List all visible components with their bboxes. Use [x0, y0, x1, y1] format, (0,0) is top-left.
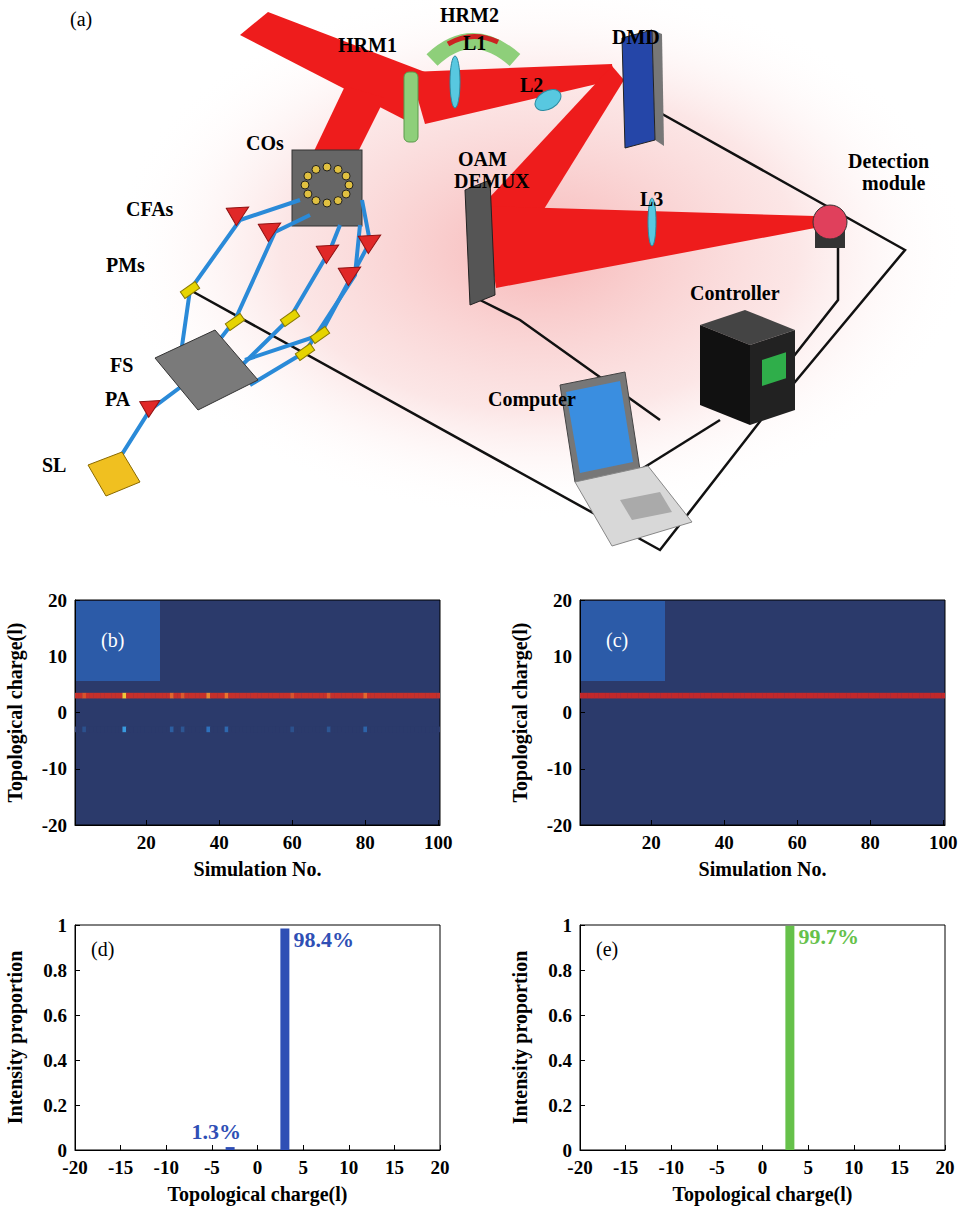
svg-text:Detectionmodule: Detectionmodule	[848, 150, 929, 194]
svg-text:-10: -10	[154, 1157, 179, 1178]
svg-text:Topological charge(l): Topological charge(l)	[168, 1183, 348, 1206]
svg-text:0.6: 0.6	[548, 1005, 572, 1026]
svg-text:60: 60	[283, 832, 302, 853]
svg-text:SL: SL	[42, 454, 66, 476]
svg-text:(a): (a)	[70, 8, 92, 31]
svg-text:10: 10	[553, 646, 572, 667]
svg-text:OAMDEMUX: OAMDEMUX	[454, 148, 530, 192]
svg-text:Topological charge(l): Topological charge(l)	[4, 623, 27, 803]
svg-text:Intensity proportion: Intensity proportion	[509, 951, 532, 1125]
svg-text:80: 80	[861, 832, 880, 853]
svg-text:-20: -20	[62, 1157, 87, 1178]
svg-text:L2: L2	[520, 74, 543, 96]
svg-text:15: 15	[385, 1157, 404, 1178]
svg-text:0: 0	[758, 1157, 768, 1178]
svg-text:1: 1	[58, 915, 68, 936]
svg-text:(b): (b)	[101, 629, 124, 652]
svg-text:(e): (e)	[596, 938, 618, 961]
svg-text:(c): (c)	[606, 629, 628, 652]
svg-text:20: 20	[431, 1157, 450, 1178]
svg-text:15: 15	[890, 1157, 909, 1178]
svg-text:40: 40	[715, 832, 734, 853]
svg-text:99.7%: 99.7%	[798, 924, 859, 949]
svg-text:FS: FS	[110, 354, 133, 376]
svg-text:-15: -15	[108, 1157, 133, 1178]
svg-text:COs: COs	[246, 132, 284, 154]
svg-text:Simulation No.: Simulation No.	[699, 858, 827, 880]
svg-text:-20: -20	[567, 1157, 592, 1178]
svg-text:60: 60	[788, 832, 807, 853]
svg-text:-20: -20	[42, 815, 67, 836]
svg-text:-5: -5	[204, 1157, 220, 1178]
svg-text:1: 1	[563, 915, 573, 936]
svg-text:Controller: Controller	[690, 282, 780, 304]
svg-text:PMs: PMs	[106, 254, 145, 276]
svg-text:HRM2: HRM2	[440, 4, 499, 26]
svg-text:Simulation No.: Simulation No.	[194, 858, 322, 880]
svg-text:40: 40	[210, 832, 229, 853]
svg-text:80: 80	[356, 832, 375, 853]
svg-text:-10: -10	[42, 758, 67, 779]
svg-text:20: 20	[936, 1157, 955, 1178]
svg-text:L3: L3	[640, 188, 663, 210]
svg-text:10: 10	[844, 1157, 863, 1178]
svg-text:10: 10	[339, 1157, 358, 1178]
svg-text:0: 0	[253, 1157, 263, 1178]
svg-text:0.8: 0.8	[43, 960, 67, 981]
svg-text:0: 0	[562, 1139, 572, 1161]
svg-text:100: 100	[424, 832, 453, 853]
svg-text:0.4: 0.4	[548, 1050, 572, 1071]
svg-text:20: 20	[553, 590, 572, 611]
svg-text:20: 20	[137, 832, 156, 853]
svg-text:0.8: 0.8	[548, 960, 572, 981]
svg-text:10: 10	[48, 646, 67, 667]
svg-text:Intensity proportion: Intensity proportion	[4, 951, 27, 1125]
svg-text:1.3%: 1.3%	[191, 1119, 241, 1144]
svg-text:-10: -10	[659, 1157, 684, 1178]
svg-text:-15: -15	[613, 1157, 638, 1178]
svg-text:-20: -20	[547, 815, 572, 836]
svg-text:-5: -5	[709, 1157, 725, 1178]
svg-text:HRM1: HRM1	[338, 34, 397, 56]
svg-text:0: 0	[58, 702, 68, 723]
svg-text:(d): (d)	[91, 938, 114, 961]
svg-text:0: 0	[563, 702, 573, 723]
svg-text:CFAs: CFAs	[126, 198, 174, 220]
svg-text:0.2: 0.2	[43, 1095, 67, 1116]
svg-text:5: 5	[803, 1157, 813, 1178]
svg-text:Computer: Computer	[488, 388, 576, 411]
svg-text:100: 100	[929, 832, 958, 853]
svg-text:L1: L1	[463, 32, 486, 54]
svg-text:5: 5	[298, 1157, 308, 1178]
svg-text:0.6: 0.6	[43, 1005, 67, 1026]
svg-text:DMD: DMD	[612, 26, 660, 48]
svg-text:20: 20	[642, 832, 661, 853]
svg-text:20: 20	[48, 590, 67, 611]
svg-text:0: 0	[57, 1139, 67, 1161]
svg-text:Topological charge(l): Topological charge(l)	[509, 623, 532, 803]
svg-text:Topological charge(l): Topological charge(l)	[673, 1183, 853, 1206]
svg-text:98.4%: 98.4%	[293, 927, 354, 952]
svg-text:0.4: 0.4	[43, 1050, 67, 1071]
svg-text:-10: -10	[547, 758, 572, 779]
svg-text:0.2: 0.2	[548, 1095, 572, 1116]
svg-text:PA: PA	[105, 388, 131, 410]
